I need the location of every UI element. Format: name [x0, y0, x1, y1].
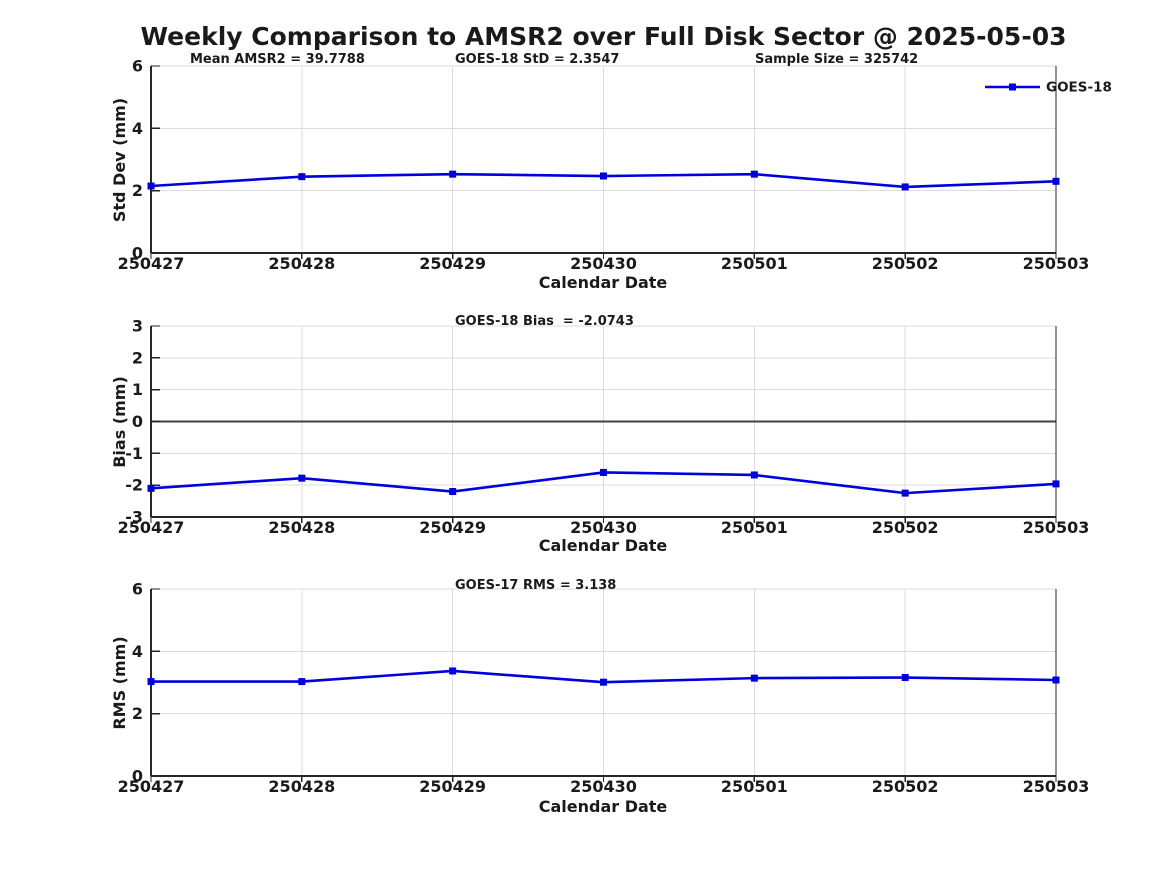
svg-text:250428: 250428	[268, 254, 335, 273]
data-marker	[600, 678, 607, 686]
data-marker	[147, 182, 155, 190]
svg-text:0: 0	[132, 244, 143, 263]
chart-base	[150, 65, 1057, 259]
svg-text:0: 0	[132, 767, 143, 786]
svg-text:4: 4	[132, 642, 143, 661]
subplot-std-dev: Mean AMSR2 = 39.7788 GOES-18 StD = 2.354…	[0, 50, 1167, 312]
series-GOES-17	[147, 667, 1060, 686]
data-marker	[449, 170, 457, 178]
data-marker	[147, 484, 155, 492]
x-axis-label: Calendar Date	[539, 273, 668, 292]
svg-text:250502: 250502	[872, 777, 939, 796]
svg-text:-3: -3	[125, 508, 143, 527]
legend-marker-icon	[1009, 83, 1016, 91]
legend-label: GOES-18	[1046, 80, 1112, 96]
data-marker	[298, 474, 306, 482]
data-marker	[600, 468, 607, 476]
svg-text:2: 2	[132, 348, 143, 367]
data-marker	[147, 678, 155, 686]
series-GOES-18	[147, 170, 1060, 191]
data-marker	[449, 667, 457, 675]
tick-labels: 0 2 4 6 250427 250428 250429 250430 250501 250502…	[118, 57, 1090, 274]
subplot-rms: GOES-17 RMS = 3.138 Calendar Date RMS (m…	[0, 576, 1167, 838]
annotation-goes18-bias: GOES-18 Bias = -2.0743	[455, 314, 634, 329]
data-marker	[1052, 177, 1060, 185]
svg-text:1: 1	[132, 380, 143, 399]
svg-text:250503: 250503	[1023, 254, 1090, 273]
annotation-sample-size: Sample Size = 325742	[755, 52, 918, 67]
data-marker	[449, 488, 457, 496]
svg-text:250429: 250429	[419, 518, 486, 537]
svg-text:-2: -2	[125, 476, 143, 495]
y-axis-label: Bias (mm)	[110, 376, 129, 468]
data-marker	[1052, 480, 1060, 488]
svg-text:3: 3	[132, 317, 143, 336]
svg-text:-1: -1	[125, 444, 143, 463]
chart-base	[150, 325, 1057, 523]
svg-text:6: 6	[132, 57, 143, 76]
svg-text:250501: 250501	[721, 777, 788, 796]
data-marker	[298, 173, 306, 181]
data-marker	[298, 678, 306, 686]
svg-text:4: 4	[132, 119, 143, 138]
annotation-mean-amsr2: Mean AMSR2 = 39.7788	[190, 52, 365, 67]
svg-text:250503: 250503	[1023, 518, 1090, 537]
svg-text:250429: 250429	[419, 777, 486, 796]
series-GOES-18	[147, 468, 1060, 497]
data-marker	[901, 674, 909, 682]
x-axis-label: Calendar Date	[539, 797, 668, 816]
svg-text:2: 2	[132, 181, 143, 200]
svg-text:250502: 250502	[872, 518, 939, 537]
annotation-goes17-rms: GOES-17 RMS = 3.138	[455, 578, 616, 593]
tick-labels: -3 -2 -1 0 1 2 3 250427 250428 250429 250430 250501…	[118, 317, 1090, 538]
annotation-goes18-std: GOES-18 StD = 2.3547	[455, 52, 619, 67]
svg-text:6: 6	[132, 580, 143, 599]
subplot-bias: GOES-18 Bias = -2.0743 Calendar Date Bia…	[0, 312, 1167, 574]
tick-labels: 0 2 4 6 250427 250428 250429 250430 250501 250502…	[118, 580, 1090, 797]
data-marker	[901, 489, 909, 497]
data-marker	[901, 183, 909, 191]
svg-text:250427: 250427	[118, 777, 185, 796]
rms-plot-area: GOES-17 RMS = 3.138 Calendar Date RMS (m…	[110, 578, 1090, 816]
svg-text:250502: 250502	[872, 254, 939, 273]
svg-text:250427: 250427	[118, 254, 185, 273]
svg-text:250428: 250428	[268, 518, 335, 537]
y-axis-label: RMS (mm)	[110, 636, 129, 729]
data-marker	[1052, 676, 1060, 684]
svg-text:250428: 250428	[268, 777, 335, 796]
bias-plot-area: GOES-18 Bias = -2.0743 Calendar Date Bia…	[110, 314, 1090, 555]
data-marker	[750, 170, 758, 178]
figure-title: Weekly Comparison to AMSR2 over Full Dis…	[140, 22, 1067, 51]
data-marker	[750, 471, 758, 479]
legend: GOES-18	[985, 80, 1112, 96]
svg-text:250430: 250430	[570, 777, 637, 796]
x-axis-label: Calendar Date	[539, 536, 668, 555]
svg-text:250427: 250427	[118, 518, 185, 537]
svg-text:250503: 250503	[1023, 777, 1090, 796]
svg-text:0: 0	[132, 412, 143, 431]
data-marker	[750, 674, 758, 682]
svg-text:250430: 250430	[570, 518, 637, 537]
data-marker	[600, 172, 607, 180]
svg-text:250429: 250429	[419, 254, 486, 273]
std-dev-plot-area: Mean AMSR2 = 39.7788 GOES-18 StD = 2.354…	[110, 52, 1112, 292]
svg-text:250501: 250501	[721, 518, 788, 537]
svg-text:2: 2	[132, 704, 143, 723]
y-axis-label: Std Dev (mm)	[110, 98, 129, 222]
svg-text:250501: 250501	[721, 254, 788, 273]
svg-text:250430: 250430	[570, 254, 637, 273]
